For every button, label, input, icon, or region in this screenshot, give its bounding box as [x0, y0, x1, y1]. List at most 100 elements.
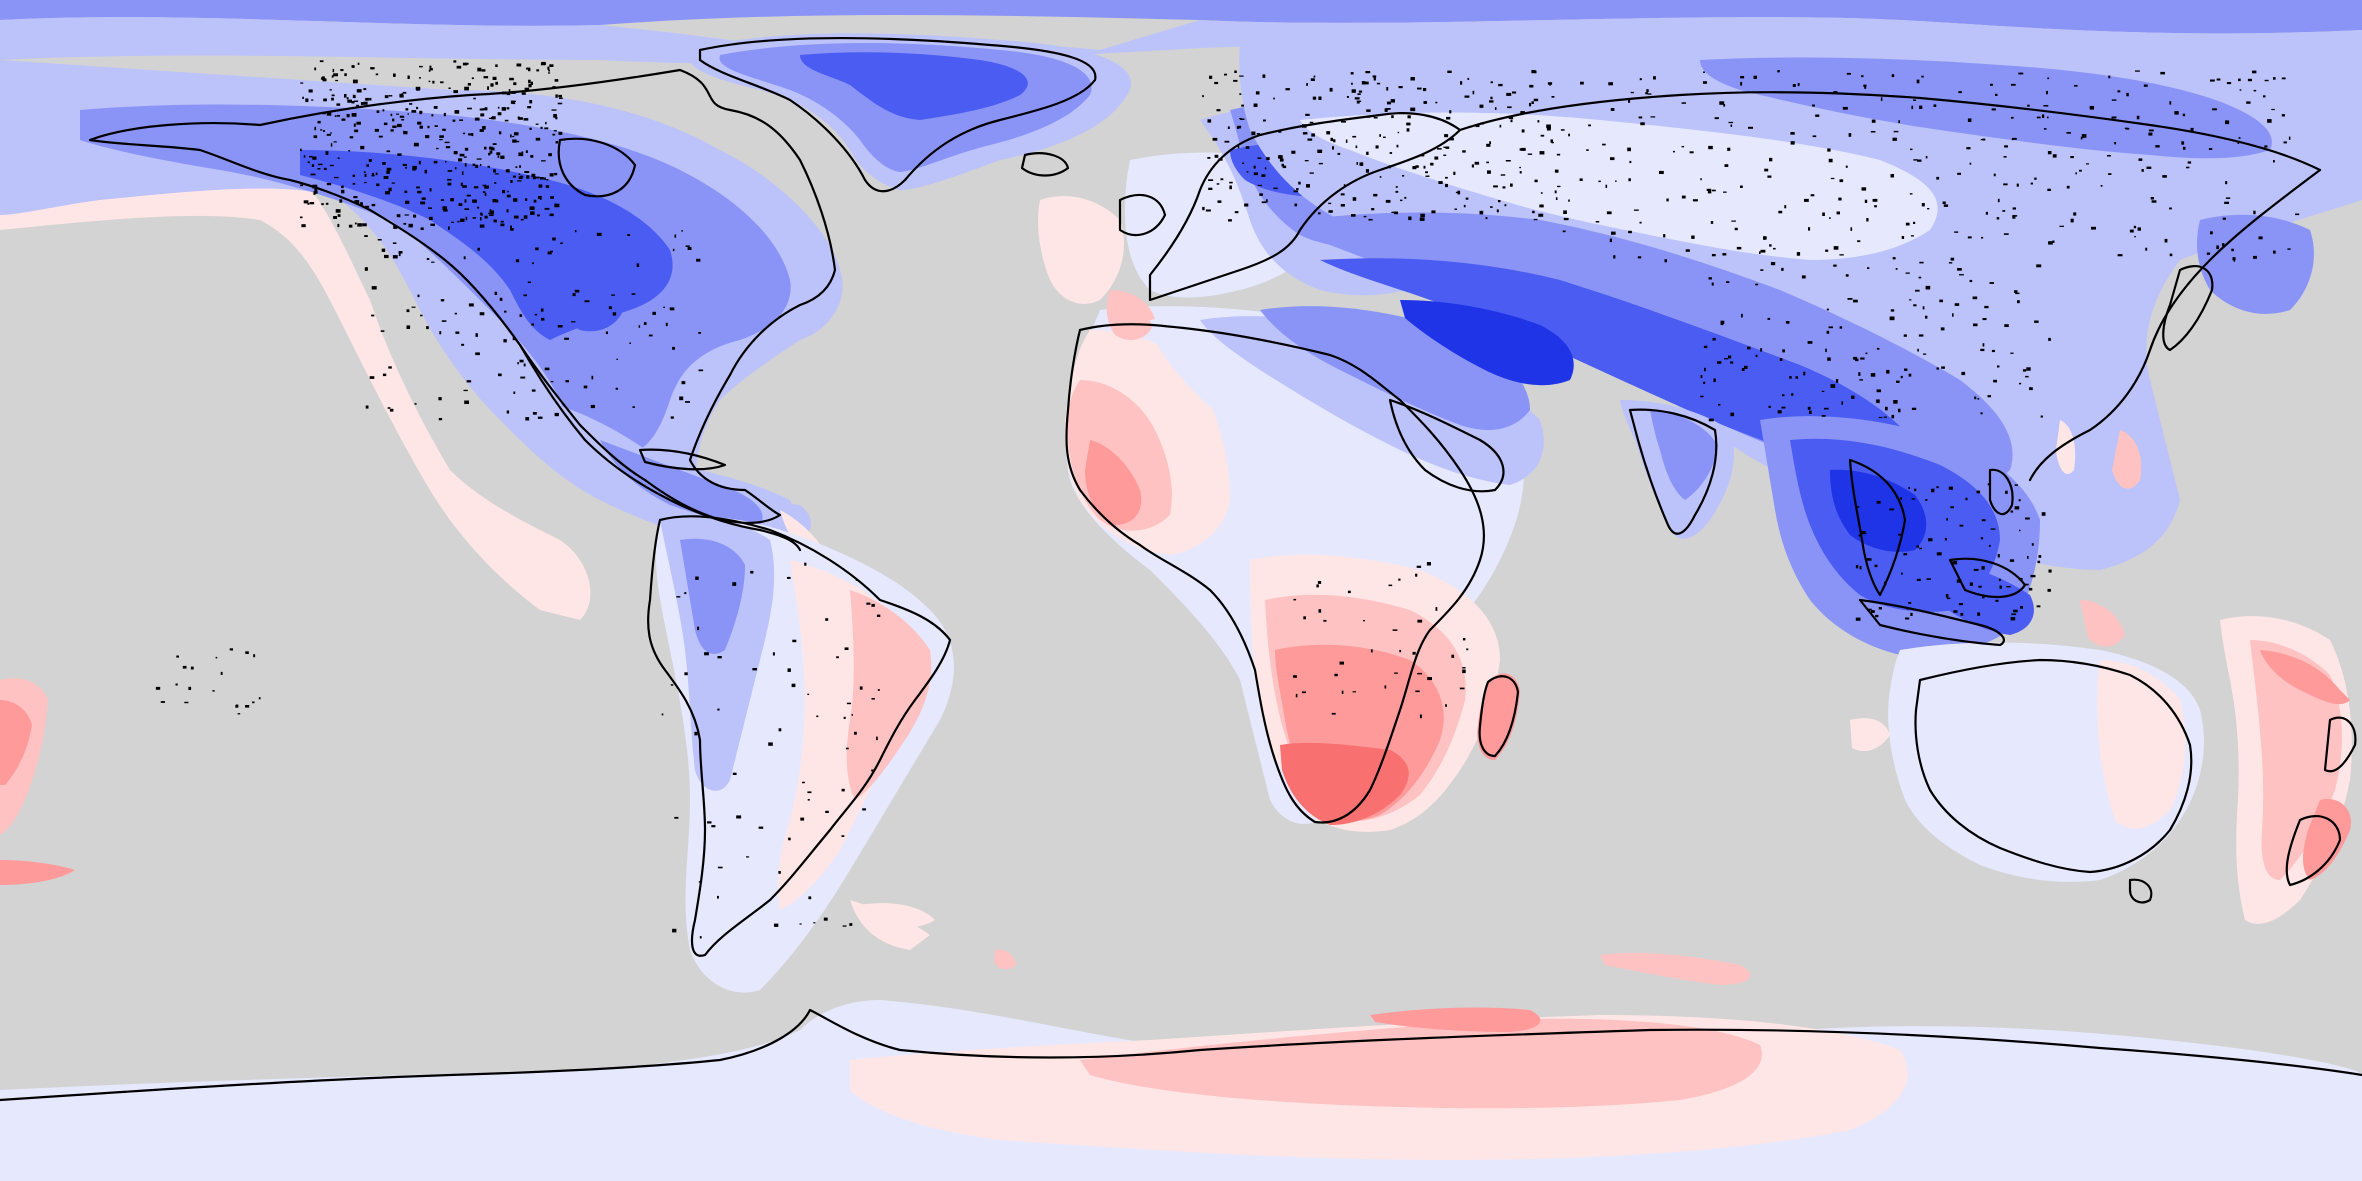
- coastline-speckle: [492, 199, 497, 203]
- coastline-speckle: [475, 352, 480, 356]
- coastline-speckle: [1444, 134, 1449, 138]
- coastline-speckle: [1534, 179, 1538, 183]
- coastline-speckle: [406, 309, 410, 313]
- coastline-speckle: [1796, 252, 1801, 256]
- coastline-speckle: [1847, 298, 1853, 300]
- coastline-speckle: [1890, 174, 1894, 178]
- coastline-speckle: [1445, 146, 1450, 149]
- coastline-speckle: [1809, 410, 1812, 414]
- coastline-speckle: [1876, 500, 1881, 504]
- coastline-speckle: [382, 373, 387, 377]
- coastline-speckle: [406, 325, 411, 329]
- coastline-speckle: [428, 69, 431, 72]
- coastline-speckle: [313, 135, 318, 139]
- coastline-speckle: [1997, 198, 2000, 203]
- coastline-speckle: [1356, 100, 1360, 104]
- coastline-speckle: [2108, 173, 2112, 175]
- coastline-speckle: [2074, 85, 2078, 87]
- coastline-speckle: [1982, 343, 1985, 347]
- coastline-speckle: [506, 209, 509, 213]
- coastline-speckle: [364, 181, 367, 184]
- coastline-speckle: [1579, 178, 1583, 181]
- coastline-speckle: [155, 686, 161, 690]
- coastline-speckle: [356, 89, 362, 93]
- coastline-speckle: [681, 381, 686, 385]
- coastline-speckle: [314, 126, 317, 131]
- coastline-speckle: [426, 326, 429, 330]
- coastline-speckle: [529, 206, 535, 210]
- coastline-speckle: [1969, 279, 1973, 283]
- coastline-speckle: [1740, 81, 1743, 86]
- coastline-speckle: [383, 122, 388, 126]
- coastline-speckle: [364, 235, 368, 237]
- coastline-speckle: [732, 582, 737, 586]
- coastline-speckle: [444, 141, 450, 144]
- coastline-speckle: [687, 247, 692, 250]
- coastline-speckle: [1755, 283, 1759, 286]
- coastline-speckle: [565, 380, 569, 383]
- coastline-speckle: [462, 132, 466, 135]
- coastline-speckle: [2048, 337, 2051, 341]
- coastline-speckle: [1718, 403, 1721, 406]
- coastline-speckle: [376, 183, 380, 187]
- coastline-speckles: [155, 60, 2300, 939]
- coastline-speckle: [1945, 594, 1949, 598]
- coastline-speckle: [1781, 406, 1786, 409]
- coastline-speckle: [1317, 212, 1321, 215]
- coastline-speckle: [1216, 109, 1221, 112]
- coastline-speckle: [2239, 89, 2242, 91]
- coastline-speckle: [494, 173, 499, 175]
- coastline-speckle: [457, 220, 460, 223]
- coastline-speckle: [1685, 249, 1690, 252]
- coastline-speckle: [429, 68, 433, 71]
- coastline-speckle: [1350, 72, 1354, 75]
- coastline-speckle: [1760, 249, 1766, 253]
- coastline-speckle: [2295, 213, 2300, 216]
- coastline-speckle: [1281, 163, 1284, 167]
- coastline-speckle: [2030, 182, 2033, 185]
- coastline-speckle: [1730, 412, 1734, 417]
- coastline-speckle: [481, 69, 486, 72]
- region-antarctica: [0, 1000, 2362, 1181]
- coastline-speckle: [1365, 71, 1371, 74]
- coastline-speckle: [1253, 172, 1258, 176]
- coastline-speckle: [1505, 160, 1511, 162]
- coastline-speckle: [1546, 127, 1551, 131]
- coastline-speckle: [1773, 247, 1776, 250]
- coastline-speckle: [488, 212, 490, 215]
- coastline-speckle: [331, 75, 334, 78]
- coastline-speckle: [1905, 272, 1910, 274]
- coastline-speckle: [371, 314, 375, 317]
- coastline-speckle: [1332, 146, 1334, 150]
- coastline-speckle: [877, 689, 880, 691]
- coastline-speckle: [2238, 78, 2241, 82]
- coastline-speckle: [574, 230, 577, 233]
- coastline-speckle: [440, 299, 445, 302]
- coastline-speckle: [458, 158, 463, 162]
- coastline-speckle: [518, 176, 523, 180]
- coastline-speckle: [378, 135, 383, 138]
- coastline-speckle: [320, 129, 323, 131]
- coastline-speckle: [2145, 247, 2148, 251]
- coastline-speckle: [1898, 533, 1902, 536]
- coastline-speckle: [1521, 129, 1525, 133]
- coastline-speckle: [391, 182, 395, 184]
- coastline-speckle: [554, 412, 559, 417]
- coastline-speckle: [416, 106, 419, 110]
- coastline-speckle: [1278, 130, 1282, 133]
- coastline-speckle: [364, 205, 370, 208]
- coastline-speckle: [351, 101, 355, 104]
- coastline-speckle: [460, 218, 465, 222]
- coastline-speckle: [1823, 407, 1829, 410]
- coastline-speckle: [523, 118, 529, 121]
- coastline-speckle: [506, 410, 510, 414]
- coastline-speckle: [2186, 166, 2190, 169]
- coastline-speckle: [1328, 202, 1332, 205]
- coastline-speckle: [352, 79, 358, 84]
- coastline-speckle: [752, 668, 757, 671]
- coastline-speckle: [1885, 406, 1888, 411]
- coastline-speckle: [1328, 210, 1333, 213]
- coastline-speckle: [2212, 108, 2217, 111]
- coastline-speckle: [1547, 82, 1553, 85]
